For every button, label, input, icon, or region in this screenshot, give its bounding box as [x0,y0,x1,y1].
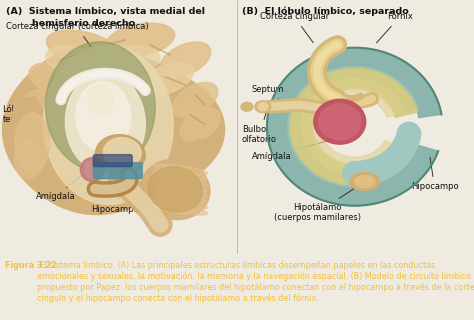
Text: Septum: Septum [252,85,284,103]
Ellipse shape [106,23,175,57]
Ellipse shape [314,99,366,144]
Text: Figura 3.22: Figura 3.22 [5,261,56,270]
Polygon shape [312,88,395,165]
Ellipse shape [355,176,374,188]
Ellipse shape [24,90,67,119]
Ellipse shape [153,187,207,198]
Ellipse shape [153,170,207,181]
Ellipse shape [31,152,70,177]
Ellipse shape [15,113,50,172]
Ellipse shape [103,138,141,168]
Ellipse shape [76,82,131,152]
Ellipse shape [65,64,135,96]
Ellipse shape [319,104,361,140]
Ellipse shape [350,172,380,190]
Ellipse shape [148,167,202,212]
Ellipse shape [100,46,160,74]
Text: Corteza cingular: Corteza cingular [260,12,329,43]
FancyBboxPatch shape [93,155,132,167]
Ellipse shape [258,103,268,111]
Text: El sistema límbico. (A) Las principales estructuras límbicas desempeñan papeles : El sistema límbico. (A) Las principales … [37,261,474,303]
Ellipse shape [241,102,253,111]
Ellipse shape [137,63,194,96]
Text: Lóbulo
temporal: Lóbulo temporal [2,105,41,142]
Ellipse shape [85,81,145,109]
Text: (A)  Sistema límbico, vista medial del
        hemisferio derecho: (A) Sistema límbico, vista medial del he… [6,7,205,28]
Ellipse shape [31,120,70,150]
Ellipse shape [46,45,95,74]
Ellipse shape [180,108,220,142]
Ellipse shape [177,140,213,169]
Ellipse shape [153,204,207,215]
Ellipse shape [88,85,113,115]
Circle shape [81,158,104,181]
Ellipse shape [15,140,43,180]
Ellipse shape [153,193,207,204]
Ellipse shape [46,42,155,172]
Ellipse shape [65,73,145,172]
Text: Corteza cingular (corteza límbica): Corteza cingular (corteza límbica) [6,22,148,58]
Text: Amígdala: Amígdala [252,137,339,161]
Ellipse shape [109,164,131,181]
Ellipse shape [173,82,218,117]
Text: Hipotálamo
(cuerpos mamilares): Hipotálamo (cuerpos mamilares) [274,183,363,222]
Ellipse shape [153,198,207,209]
Text: Amígdala: Amígdala [36,168,90,201]
Text: (B)  El lóbulo límbico, separado: (B) El lóbulo límbico, separado [242,7,409,17]
Circle shape [84,162,100,178]
Ellipse shape [153,175,207,187]
Ellipse shape [140,159,210,220]
Polygon shape [288,67,418,187]
Polygon shape [2,45,225,214]
Ellipse shape [44,45,173,204]
Text: Fórnix: Fórnix [376,12,412,43]
Polygon shape [290,68,418,185]
Polygon shape [267,48,441,206]
Ellipse shape [55,86,105,114]
Ellipse shape [159,42,211,78]
Ellipse shape [95,135,145,175]
FancyBboxPatch shape [93,163,142,179]
Polygon shape [10,97,65,189]
Text: Hipocampo: Hipocampo [91,177,139,214]
Ellipse shape [29,63,82,97]
Ellipse shape [255,101,271,113]
Text: Hipocampo: Hipocampo [411,157,458,191]
Ellipse shape [153,181,207,192]
Text: Bulbo
olfatorio: Bulbo olfatorio [242,109,277,144]
Ellipse shape [46,30,124,70]
Ellipse shape [153,164,207,175]
